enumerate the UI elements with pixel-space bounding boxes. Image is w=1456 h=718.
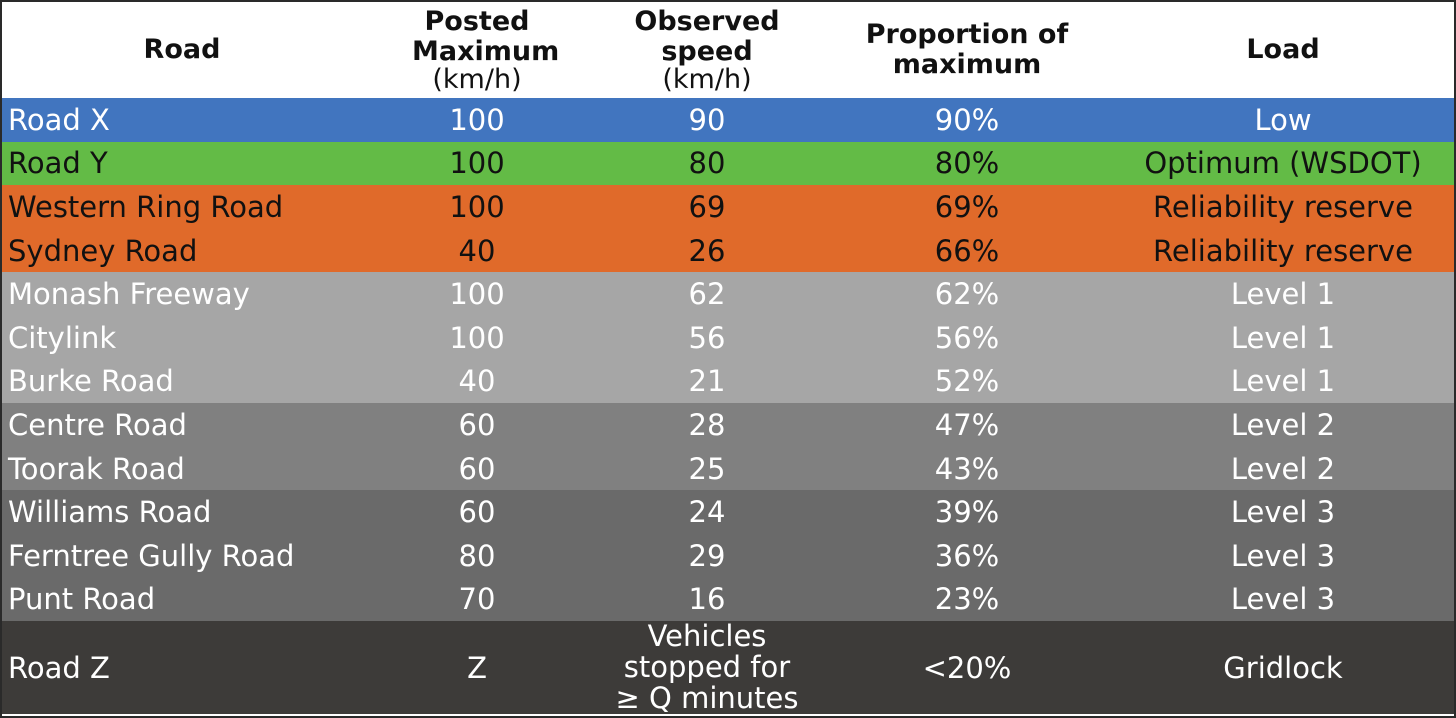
cell-posted: 80	[362, 533, 592, 578]
cell-road: Road Z	[2, 621, 362, 715]
table-row: Ferntree Gully Road 80 29 36% Level 3	[2, 533, 1454, 578]
cell-posted: 60	[362, 446, 592, 491]
cell-load: Level 2	[1112, 403, 1454, 447]
cell-observed: 62	[592, 272, 822, 316]
table-row: Road Z Z Vehicles stopped for ≥ Q minute…	[2, 621, 1454, 715]
table-row: Citylink 100 56 56% Level 1	[2, 315, 1454, 360]
table-row: Monash Freeway 100 62 62% Level 1	[2, 272, 1454, 316]
cell-load: Level 1	[1112, 359, 1454, 404]
table-row: Toorak Road 60 25 43% Level 2	[2, 446, 1454, 491]
cell-road: Monash Freeway	[2, 272, 362, 316]
cell-proportion: 69%	[822, 185, 1112, 229]
cell-posted: 40	[362, 359, 592, 404]
cell-proportion: 62%	[822, 272, 1112, 316]
header-observed-speed: Observed speed (km/h)	[592, 2, 822, 98]
cell-load: Reliability reserve	[1112, 228, 1454, 273]
cell-road: Burke Road	[2, 359, 362, 404]
cell-load: Gridlock	[1112, 621, 1454, 715]
cell-observed: 28	[592, 403, 822, 447]
table-row: Williams Road 60 24 39% Level 3	[2, 490, 1454, 534]
cell-posted: Z	[362, 621, 592, 715]
cell-load: Level 3	[1112, 577, 1454, 622]
cell-proportion: 23%	[822, 577, 1112, 622]
cell-posted: 100	[362, 315, 592, 360]
table-row: Burke Road 40 21 52% Level 1	[2, 359, 1454, 404]
cell-load: Low	[1112, 98, 1454, 142]
cell-road: Citylink	[2, 315, 362, 360]
cell-posted: 60	[362, 490, 592, 534]
header-load-label: Load	[1246, 34, 1320, 65]
table-row: Road Y 100 80 80% Optimum (WSDOT)	[2, 141, 1454, 186]
cell-observed: 69	[592, 185, 822, 229]
cell-road: Road Y	[2, 141, 362, 186]
cell-proportion: 43%	[822, 446, 1112, 491]
header-proportion-label: Proportion of maximum	[865, 19, 1069, 80]
cell-observed: 56	[592, 315, 822, 360]
cell-observed: 16	[592, 577, 822, 622]
cell-posted: 70	[362, 577, 592, 622]
cell-road: Toorak Road	[2, 446, 362, 491]
cell-load: Optimum (WSDOT)	[1112, 141, 1454, 186]
cell-road: Ferntree Gully Road	[2, 533, 362, 578]
cell-posted: 100	[362, 98, 592, 142]
header-observed-label: Observed speed	[634, 6, 780, 67]
cell-road: Williams Road	[2, 490, 362, 534]
cell-posted: 60	[362, 403, 592, 447]
header-posted-label: Posted Maximum	[412, 6, 560, 67]
cell-load: Reliability reserve	[1112, 185, 1454, 229]
table-row: Road X 100 90 90% Low	[2, 98, 1454, 142]
cell-observed: 24	[592, 490, 822, 534]
cell-proportion: 52%	[822, 359, 1112, 404]
cell-observed: 29	[592, 533, 822, 578]
header-proportion: Proportion of maximum	[822, 2, 1112, 98]
cell-posted: 100	[362, 272, 592, 316]
cell-observed: Vehicles stopped for ≥ Q minutes	[592, 621, 822, 715]
cell-proportion: <20%	[822, 621, 1112, 715]
cell-proportion: 36%	[822, 533, 1112, 578]
header-row: Road Posted Maximum (km/h) Observed spee…	[2, 2, 1454, 98]
header-load: Load	[1112, 2, 1454, 98]
cell-posted: 100	[362, 141, 592, 186]
cell-load: Level 3	[1112, 490, 1454, 534]
table-row: Sydney Road 40 26 66% Reliability reserv…	[2, 228, 1454, 273]
header-posted-unit: (km/h)	[432, 64, 522, 95]
cell-observed: 90	[592, 98, 822, 142]
cell-observed: 21	[592, 359, 822, 404]
cell-posted: 100	[362, 185, 592, 229]
cell-proportion: 39%	[822, 490, 1112, 534]
cell-road: Punt Road	[2, 577, 362, 622]
cell-observed: 25	[592, 446, 822, 491]
cell-load: Level 2	[1112, 446, 1454, 491]
table-row: Punt Road 70 16 23% Level 3	[2, 577, 1454, 622]
header-road-label: Road	[143, 34, 221, 65]
cell-road: Centre Road	[2, 403, 362, 447]
cell-observed: 26	[592, 228, 822, 273]
cell-observed: 80	[592, 141, 822, 186]
cell-road: Western Ring Road	[2, 185, 362, 229]
cell-posted: 40	[362, 228, 592, 273]
cell-proportion: 90%	[822, 98, 1112, 142]
cell-road: Road X	[2, 98, 362, 142]
header-posted-maximum: Posted Maximum (km/h)	[362, 2, 592, 98]
table-body: Road X 100 90 90% Low Road Y 100 80 80% …	[2, 98, 1454, 715]
cell-load: Level 1	[1112, 315, 1454, 360]
cell-proportion: 47%	[822, 403, 1112, 447]
cell-road: Sydney Road	[2, 228, 362, 273]
cell-load: Level 1	[1112, 272, 1454, 316]
table-header: Road Posted Maximum (km/h) Observed spee…	[2, 2, 1454, 98]
cell-proportion: 80%	[822, 141, 1112, 186]
cell-proportion: 56%	[822, 315, 1112, 360]
table-row: Centre Road 60 28 47% Level 2	[2, 403, 1454, 447]
cell-load: Level 3	[1112, 533, 1454, 578]
header-observed-unit: (km/h)	[662, 64, 752, 95]
table-row: Western Ring Road 100 69 69% Reliability…	[2, 185, 1454, 229]
header-road: Road	[2, 2, 362, 98]
cell-proportion: 66%	[822, 228, 1112, 273]
